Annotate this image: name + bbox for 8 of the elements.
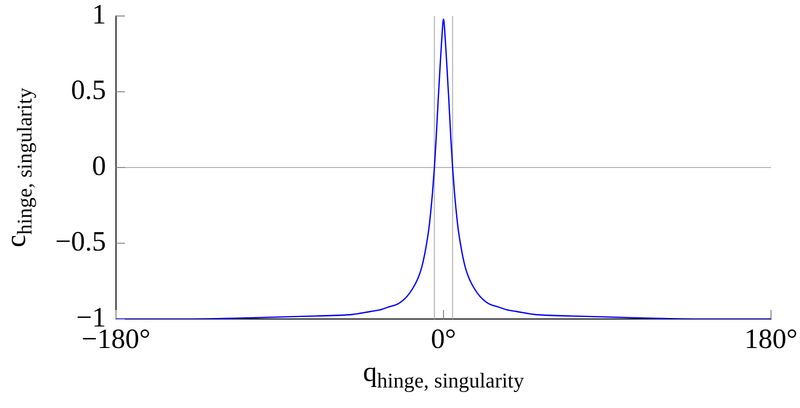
line-series [116,18,771,319]
y-tick-label: 1 [92,0,106,30]
y-tick-label: 0.5 [71,75,106,106]
y-axis-title: chinge, singularity [1,87,37,248]
x-tick-label: 180° [744,324,798,356]
x-tick-label: 0° [430,324,456,356]
y-tick-label: 0 [92,150,106,182]
y-tick-label: −0.5 [55,226,106,258]
